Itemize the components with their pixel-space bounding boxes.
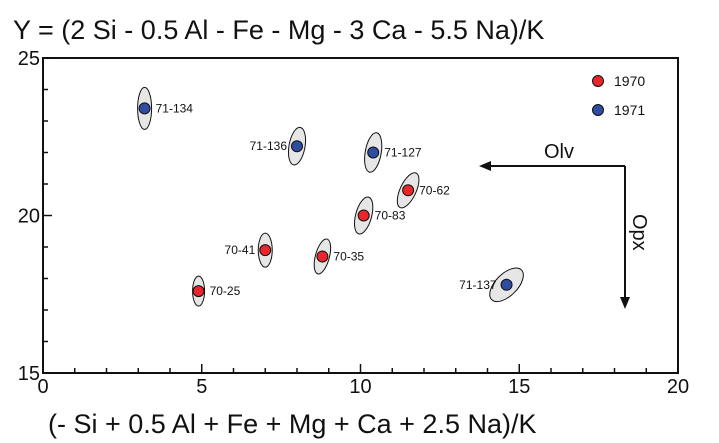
data-label: 70-35 bbox=[333, 249, 364, 263]
axis-ticks: 0 5 10 15 20 15 20 25 bbox=[18, 48, 689, 398]
x-axis-label: (- Si + 0.5 Al + Fe + Mg + Ca + 2.5 Na)/… bbox=[48, 409, 536, 439]
data-label: 71-136 bbox=[250, 139, 288, 153]
data-point bbox=[316, 250, 329, 263]
legend-marker bbox=[592, 104, 604, 116]
data-label: 70-41 bbox=[225, 243, 256, 257]
y-tick-label: 15 bbox=[18, 363, 40, 385]
data-point bbox=[402, 184, 415, 197]
data-point bbox=[192, 285, 205, 298]
opx-label: Opx bbox=[628, 214, 650, 251]
mineral-arrows: Olv Opx bbox=[479, 141, 650, 309]
error-ellipses bbox=[137, 86, 524, 307]
legend-marker bbox=[592, 75, 604, 87]
data-label: 71-127 bbox=[384, 146, 422, 160]
data-label: 70-25 bbox=[210, 284, 241, 298]
data-point bbox=[357, 209, 370, 222]
x-tick-label: 10 bbox=[349, 376, 371, 398]
data-label: 71-134 bbox=[156, 101, 194, 115]
x-tick-label: 20 bbox=[667, 376, 689, 398]
opx-arrow-head bbox=[620, 297, 630, 309]
data-point bbox=[367, 146, 380, 159]
olv-arrow-head bbox=[479, 161, 491, 171]
point-labels: 70-25 70-41 70-35 70-83 70-62 71-134 71-136 71-… bbox=[156, 101, 497, 298]
data-point bbox=[291, 140, 303, 153]
data-point bbox=[138, 102, 151, 115]
data-label: 70-62 bbox=[419, 183, 450, 197]
y-tick-label: 20 bbox=[18, 206, 40, 228]
data-label: 70-83 bbox=[375, 209, 406, 223]
x-tick-label: 15 bbox=[508, 376, 530, 398]
chart-title: Y = (2 Si - 0.5 Al - Fe - Mg - 3 Ca - 5.… bbox=[13, 15, 544, 45]
data-point bbox=[500, 278, 513, 291]
olv-label: Olv bbox=[544, 141, 574, 163]
x-tick-label: 5 bbox=[196, 376, 207, 398]
data-points bbox=[138, 102, 513, 298]
legend: 1970 1971 bbox=[592, 73, 645, 118]
x-tick-label: 0 bbox=[37, 376, 48, 398]
data-point bbox=[259, 244, 272, 257]
legend-label: 1970 bbox=[614, 73, 645, 89]
legend-label: 1971 bbox=[614, 102, 645, 118]
data-label: 71-137 bbox=[459, 278, 497, 292]
y-tick-label: 25 bbox=[18, 48, 40, 70]
